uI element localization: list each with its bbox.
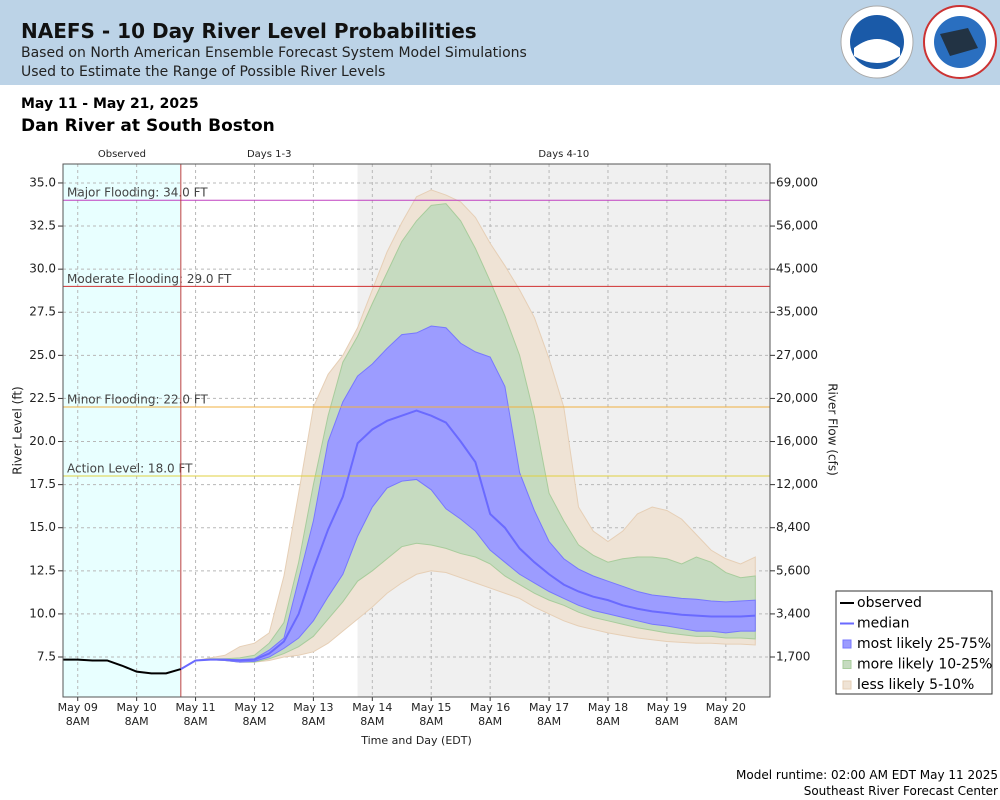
plot-frame bbox=[62, 163, 771, 698]
y-tick-label: 15.0 bbox=[29, 520, 56, 534]
threshold-label: Major Flooding: 34.0 FT bbox=[67, 186, 208, 200]
y-tick-label: 35.0 bbox=[29, 175, 56, 189]
threshold-label: Minor Flooding: 22.0 FT bbox=[67, 393, 209, 407]
y2-tick-label: 1,700 bbox=[776, 650, 810, 664]
y2-axis-label: River Flow (cfs) bbox=[826, 383, 840, 476]
noaa-bird bbox=[854, 39, 900, 63]
forecast-center: Southeast River Forecast Center bbox=[803, 784, 998, 798]
region-label: Days 4-10 bbox=[538, 149, 589, 160]
legend-swatch bbox=[842, 639, 852, 649]
y2-tick-label: 12,000 bbox=[776, 477, 818, 491]
y2-tick-label: 69,000 bbox=[776, 175, 818, 189]
y-tick-label: 20.0 bbox=[29, 434, 56, 448]
y2-tick-label: 56,000 bbox=[776, 219, 818, 233]
nws-cloud bbox=[940, 28, 978, 56]
y-tick-label: 25.0 bbox=[29, 348, 56, 362]
y2-tick-label: 5,600 bbox=[776, 563, 810, 577]
threshold-label: Action Level: 18.0 FT bbox=[67, 462, 193, 476]
legend-label: observed bbox=[857, 595, 922, 611]
legend-box bbox=[835, 590, 993, 695]
threshold-label: Moderate Flooding: 29.0 FT bbox=[67, 272, 232, 286]
probability-band bbox=[180, 325, 756, 670]
y2-tick-label: 20,000 bbox=[776, 391, 818, 405]
y2-tick-label: 8,400 bbox=[776, 520, 810, 534]
y2-tick-label: 45,000 bbox=[776, 262, 818, 276]
legend-label: less likely 5-10% bbox=[857, 677, 974, 693]
y-tick-label: 30.0 bbox=[29, 262, 56, 276]
region-label: Days 1-3 bbox=[247, 149, 291, 160]
y-tick-label: 22.5 bbox=[29, 391, 56, 405]
region-label: Observed bbox=[98, 149, 146, 160]
logos bbox=[840, 5, 997, 79]
y2-tick-label: 16,000 bbox=[776, 434, 818, 448]
subtitle: Used to Estimate the Range of Possible R… bbox=[21, 64, 386, 80]
x-tick-label: May 10 8AM bbox=[116, 701, 157, 728]
x-tick-label: May 20 8AM bbox=[705, 701, 746, 728]
y-tick-label: 27.5 bbox=[29, 305, 56, 319]
x-tick-label: May 11 8AM bbox=[175, 701, 216, 728]
x-tick-label: May 18 8AM bbox=[587, 701, 629, 728]
y-tick-label: 12.5 bbox=[29, 563, 56, 577]
y2-tick-label: 3,400 bbox=[776, 606, 810, 620]
title: NAEFS - 10 Day River Level Probabilities bbox=[21, 19, 477, 43]
header: NAEFS - 10 Day River Level Probabilities… bbox=[0, 0, 1000, 85]
date-range: May 11 - May 21, 2025 bbox=[21, 96, 199, 112]
legend-label: most likely 25-75% bbox=[857, 636, 991, 652]
x-tick-label: May 19 8AM bbox=[646, 701, 688, 728]
y-tick-label: 32.5 bbox=[29, 219, 56, 233]
y-tick-label: 17.5 bbox=[29, 477, 56, 491]
median-line bbox=[180, 409, 756, 670]
y2-tick-label: 35,000 bbox=[776, 305, 818, 319]
chart-title: Dan River at South Boston bbox=[21, 116, 275, 136]
legend-swatch bbox=[842, 660, 852, 669]
x-tick-label: May 14 8AM bbox=[352, 701, 393, 728]
y-axis-label: River Level (ft) bbox=[11, 386, 25, 474]
legend-label: more likely 10-25% bbox=[857, 657, 992, 673]
subtitle: Based on North American Ensemble Forecas… bbox=[21, 45, 527, 61]
runtime: Model runtime: 02:00 AM EDT May 11 2025 bbox=[736, 768, 998, 782]
x-tick-label: May 17 8AM bbox=[528, 701, 570, 728]
region bbox=[63, 164, 181, 697]
x-tick-label: May 09 8AM bbox=[57, 701, 98, 728]
y-tick-label: 10.0 bbox=[29, 606, 56, 620]
x-tick-label: May 12 8AM bbox=[234, 701, 275, 728]
x-tick-label: May 16 8AM bbox=[470, 701, 511, 728]
y2-tick-label: 27,000 bbox=[776, 348, 818, 362]
legend-label: median bbox=[857, 616, 909, 632]
x-tick-label: May 13 8AM bbox=[293, 701, 334, 728]
y-tick-label: 7.5 bbox=[37, 650, 56, 664]
x-axis-label: Time and Day (EDT) bbox=[360, 734, 472, 747]
legend: observed median most likely 25-75% more lik… bbox=[835, 590, 993, 695]
x-tick-label: May 15 8AM bbox=[411, 701, 452, 728]
observed-line bbox=[63, 658, 182, 675]
legend-swatch bbox=[842, 680, 852, 690]
